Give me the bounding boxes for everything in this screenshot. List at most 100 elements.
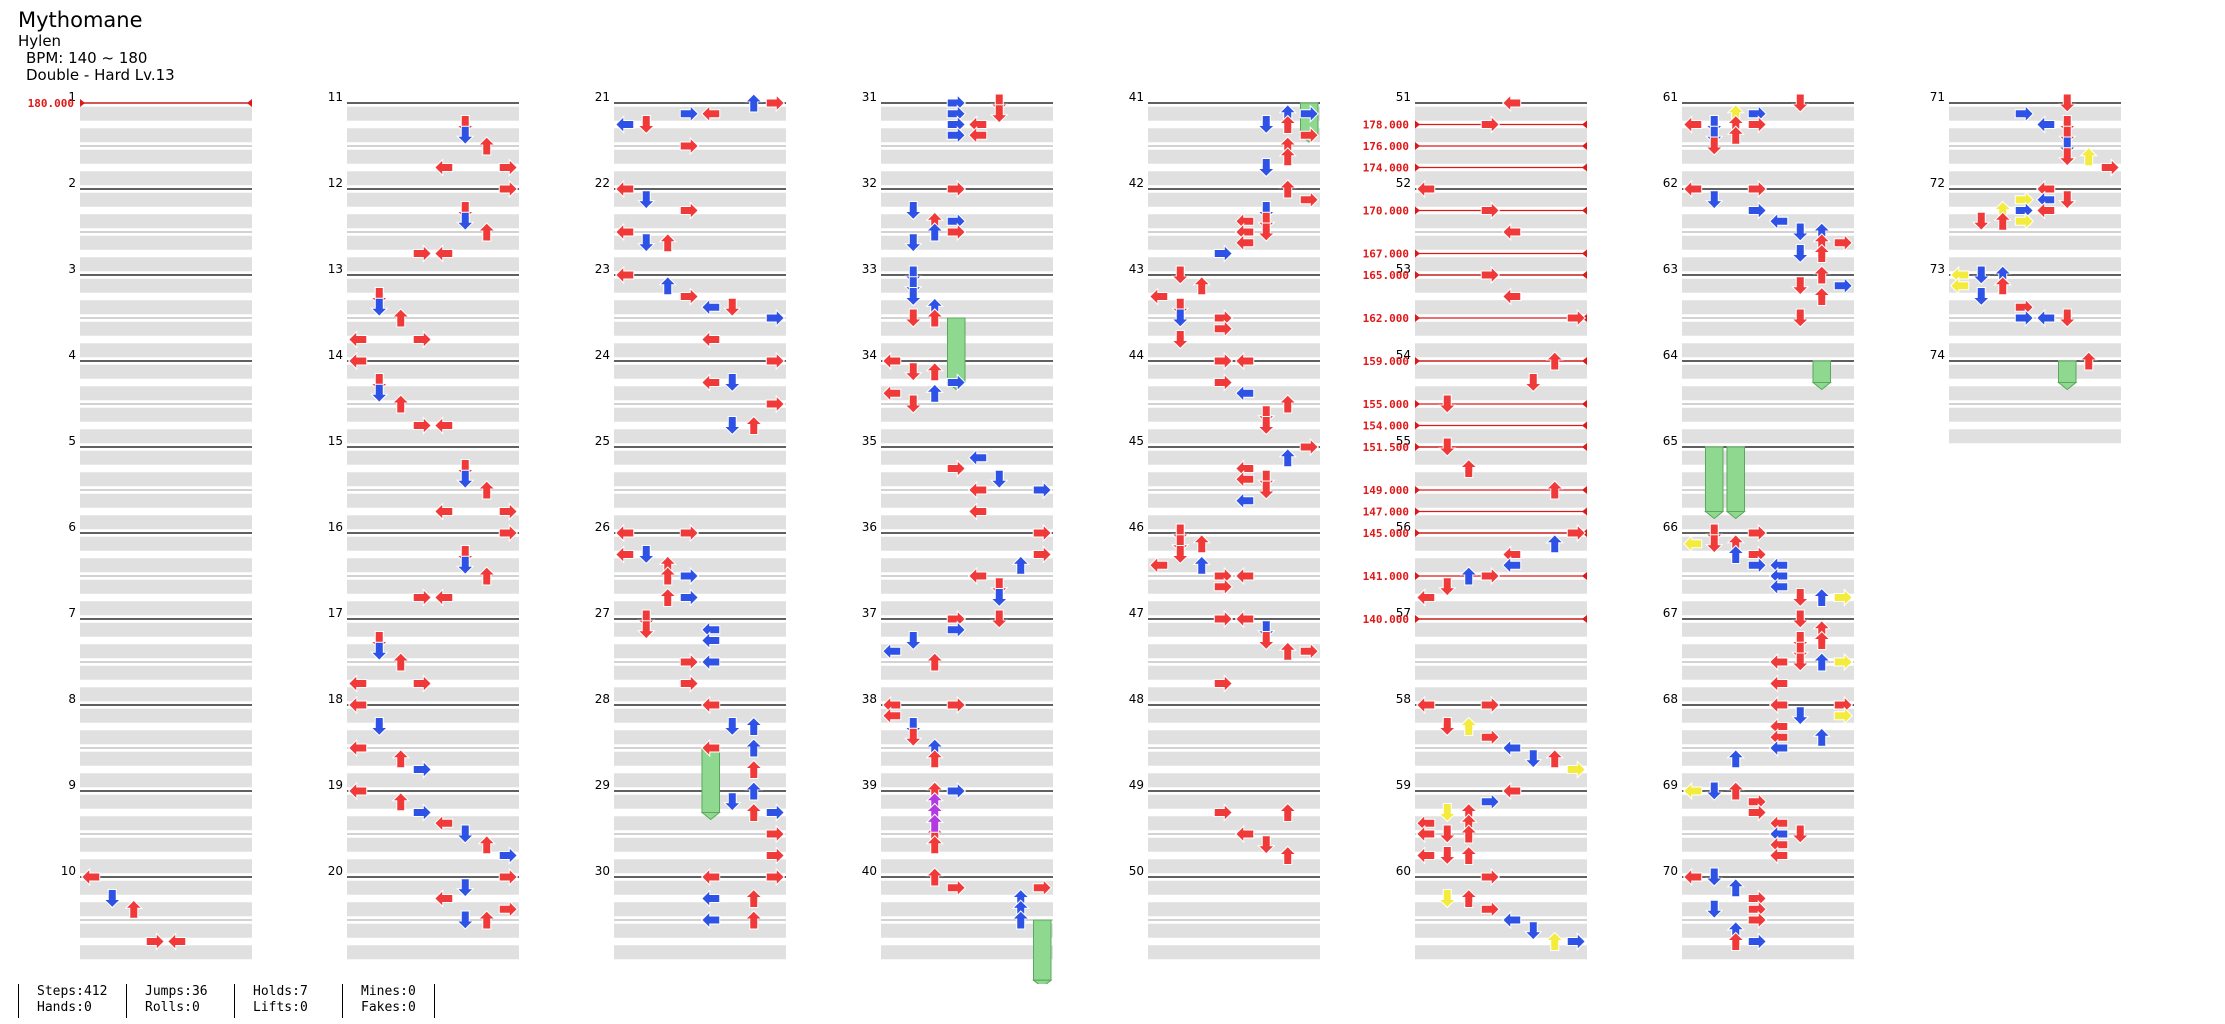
measure-band xyxy=(881,472,1053,487)
step-arrow xyxy=(434,158,454,177)
step-arrow xyxy=(1459,566,1478,586)
arrow-icon xyxy=(1545,931,1564,951)
measure-band xyxy=(1415,945,1587,960)
arrow-icon xyxy=(434,244,454,263)
arrow-icon xyxy=(477,480,496,500)
measure-number: 45 xyxy=(1129,434,1144,448)
measure-band xyxy=(614,321,786,336)
measure-band xyxy=(1682,751,1854,766)
step-arrow xyxy=(744,716,763,736)
arrow-icon xyxy=(1192,534,1211,554)
arrow-icon xyxy=(2058,93,2077,113)
arrow-icon xyxy=(1833,276,1853,295)
step-arrow xyxy=(701,738,721,758)
step-arrow xyxy=(765,394,785,414)
arrow-icon xyxy=(434,158,454,177)
measure-band xyxy=(614,902,786,917)
step-arrow xyxy=(615,265,635,285)
measure-band xyxy=(347,601,519,616)
measure-band xyxy=(1415,601,1587,616)
measure-number: 46 xyxy=(1129,520,1144,534)
step-arrow xyxy=(1747,910,1767,930)
step-arrow xyxy=(1438,437,1457,457)
measure-band xyxy=(80,730,252,745)
measure-number: 15 xyxy=(328,434,343,448)
measure-band xyxy=(1148,128,1320,143)
arrow-icon xyxy=(968,126,988,145)
measure-band xyxy=(881,407,1053,422)
step-arrow xyxy=(1416,179,1436,199)
measure-band xyxy=(80,278,252,293)
stats-jumps-rolls: Jumps:36 Rolls:0 xyxy=(126,984,226,1018)
step-arrow xyxy=(1812,286,1831,306)
measure-band xyxy=(1682,665,1854,680)
measure-band xyxy=(1148,235,1320,250)
measure-band xyxy=(1415,214,1587,229)
arrow-icon xyxy=(637,190,656,210)
step-arrow xyxy=(1972,265,1991,285)
measure-band xyxy=(347,128,519,143)
measure-band xyxy=(614,364,786,379)
stat-steps: Steps:412 xyxy=(37,984,108,999)
measure-number: 55 xyxy=(1396,434,1411,448)
arrow-icon xyxy=(946,781,966,801)
step-arrow xyxy=(968,126,988,145)
arrow-icon xyxy=(723,297,742,317)
measure-band xyxy=(1949,364,2121,379)
measure-band xyxy=(347,407,519,422)
arrow-icon xyxy=(679,566,699,586)
step-arrow xyxy=(925,867,944,887)
arrow-icon xyxy=(990,104,1009,124)
measure-band xyxy=(1682,902,1854,917)
step-arrow xyxy=(1438,846,1457,866)
step-arrow xyxy=(925,652,944,672)
arrow-icon xyxy=(370,383,389,403)
measure-number: 41 xyxy=(1129,90,1144,104)
measure-band xyxy=(347,171,519,186)
step-arrow xyxy=(1726,125,1745,145)
arrow-icon xyxy=(1459,566,1478,586)
arrow-icon xyxy=(701,695,721,715)
bpm-marker-right xyxy=(1582,421,1587,430)
step-arrow xyxy=(1726,544,1745,564)
step-arrow xyxy=(1213,577,1233,596)
measure-band xyxy=(881,149,1053,164)
step-arrow xyxy=(2014,212,2034,231)
step-arrow xyxy=(434,244,454,263)
step-arrow xyxy=(1257,158,1276,178)
arrow-icon xyxy=(1566,760,1586,779)
arrow-icon xyxy=(456,824,475,844)
step-arrow xyxy=(1480,265,1500,285)
measure-band xyxy=(80,644,252,659)
measure-band xyxy=(881,278,1053,293)
step-arrow xyxy=(968,480,988,500)
step-arrow xyxy=(1438,577,1457,597)
step-arrow xyxy=(637,545,656,565)
arrow-icon xyxy=(434,416,454,435)
step-arrow xyxy=(1278,147,1297,167)
arrow-icon xyxy=(1726,878,1745,898)
measure-band xyxy=(347,794,519,809)
step-arrow xyxy=(925,362,944,382)
step-arrow xyxy=(1769,695,1789,715)
arrow-icon xyxy=(1438,846,1457,866)
measure-band xyxy=(1949,257,2121,272)
arrow-icon xyxy=(1833,652,1853,672)
step-arrow xyxy=(1769,846,1789,865)
measure-number: 61 xyxy=(1663,90,1678,104)
arrow-icon xyxy=(1705,136,1724,156)
step-arrow xyxy=(1791,308,1810,328)
arrow-icon xyxy=(1950,276,1970,295)
step-arrow xyxy=(1235,824,1255,844)
arrow-icon xyxy=(1480,265,1500,285)
measure-band xyxy=(80,687,252,702)
step-arrow xyxy=(1480,728,1500,747)
step-arrow xyxy=(1769,738,1789,758)
arrow-icon xyxy=(2058,147,2077,167)
measure-band xyxy=(881,730,1053,745)
measure-number: 14 xyxy=(328,348,343,362)
step-arrow xyxy=(498,179,518,199)
step-arrow xyxy=(1257,480,1276,500)
step-arrow xyxy=(412,330,432,349)
measure-band xyxy=(1148,773,1320,788)
